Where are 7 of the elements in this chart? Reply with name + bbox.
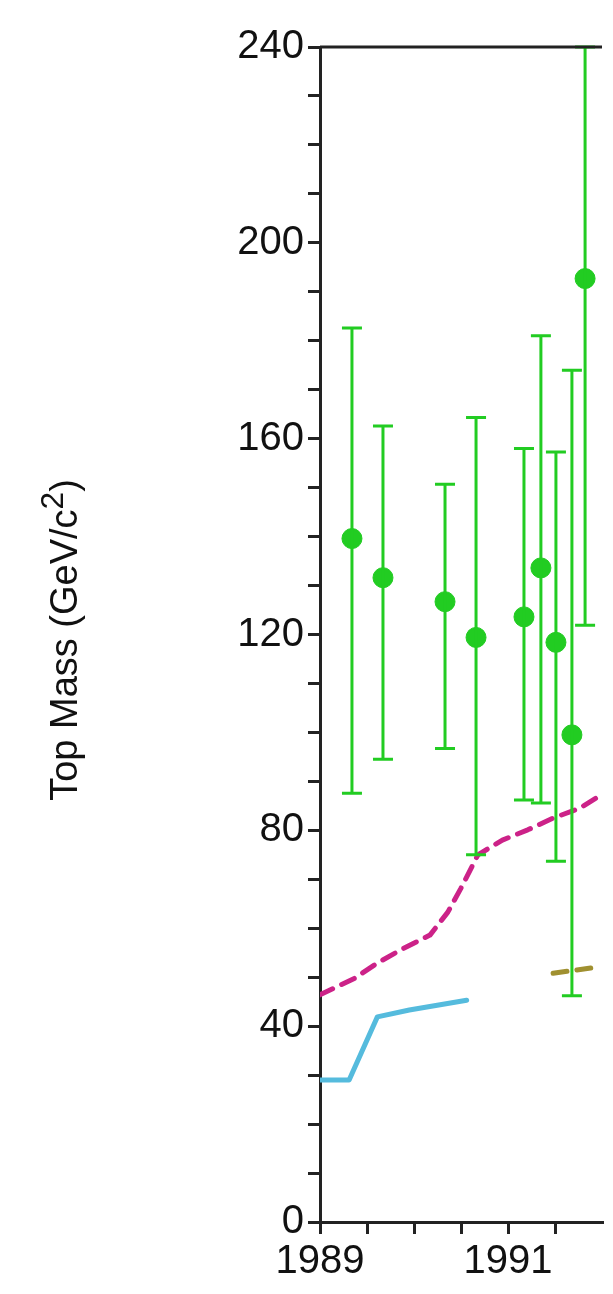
- y-tick-label: 40: [259, 1001, 304, 1046]
- y-tick-label: 200: [237, 217, 304, 262]
- y-tick-label: 160: [237, 413, 304, 458]
- y-tick-label: 240: [237, 22, 304, 67]
- y-tick-label: 120: [237, 609, 304, 654]
- y-tick-label: 80: [259, 805, 304, 850]
- x-tick-label: 1991: [463, 1237, 553, 1282]
